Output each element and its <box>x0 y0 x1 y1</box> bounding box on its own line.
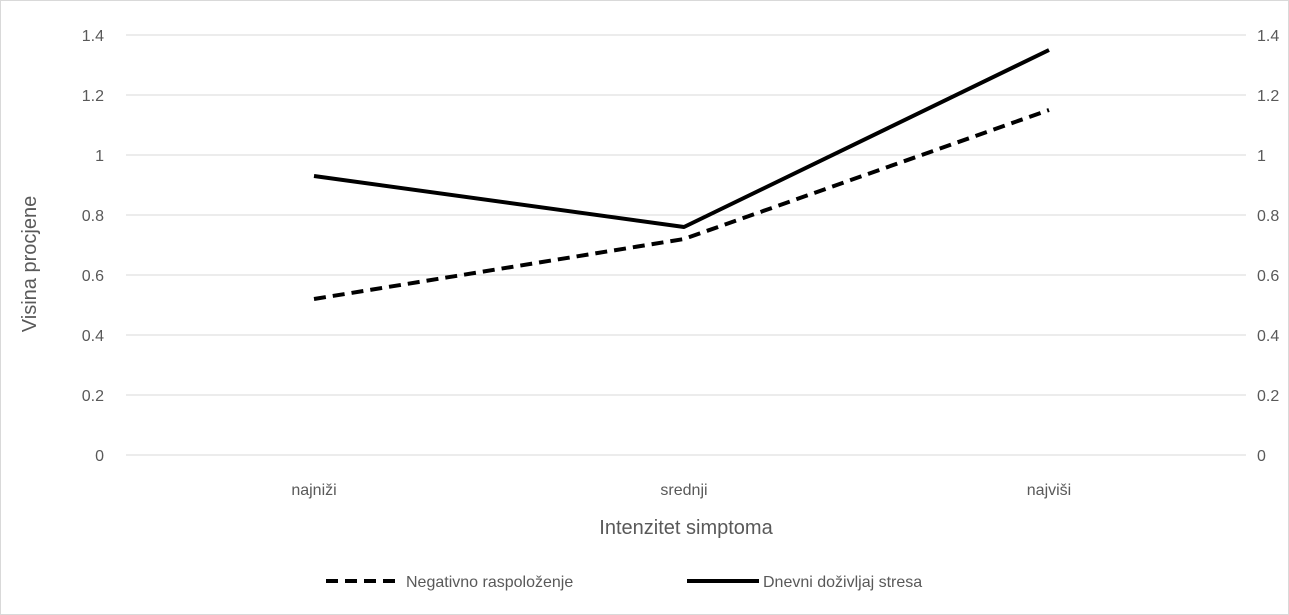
series-lines <box>313 48 1050 301</box>
legend-label-2: Dnevni doživljaj stresa <box>763 574 922 591</box>
x-tick-label: najniži <box>291 482 336 499</box>
y2-tick-label: 0.4 <box>1257 328 1279 345</box>
y-tick-label: 0.6 <box>82 268 104 285</box>
gridlines <box>126 34 1246 456</box>
legend: Negativno raspoloženje Dnevni doživljaj s… <box>326 574 922 591</box>
y-tick-label: 0.4 <box>82 328 104 345</box>
series-line-1 <box>313 108 1050 301</box>
y2-tick-label: 1.2 <box>1257 88 1279 105</box>
y-tick-label: 1 <box>95 148 104 165</box>
y2-tick-label: 1 <box>1257 148 1266 165</box>
y-tick-label: 1.2 <box>82 88 104 105</box>
series-line-2 <box>313 48 1050 229</box>
y-tick-label: 1.4 <box>82 28 104 45</box>
y-axis-left: 0 0.2 0.4 0.6 0.8 1 1.2 1.4 <box>82 28 104 465</box>
y-tick-label: 0.8 <box>82 208 104 225</box>
legend-label-1: Negativno raspoloženje <box>406 574 573 591</box>
x-axis: najniži srednji najviši <box>291 482 1071 499</box>
y2-tick-label: 0.2 <box>1257 388 1279 405</box>
y-tick-label: 0.2 <box>82 388 104 405</box>
y-axis-title: Visina procjene <box>19 196 41 332</box>
x-tick-label: najviši <box>1027 482 1071 499</box>
y2-tick-label: 0.6 <box>1257 268 1279 285</box>
y2-tick-label: 0.8 <box>1257 208 1279 225</box>
x-axis-title: Intenzitet simptoma <box>599 517 773 539</box>
y2-tick-label: 1.4 <box>1257 28 1279 45</box>
y2-tick-label: 0 <box>1257 448 1266 465</box>
y-tick-label: 0 <box>95 448 104 465</box>
x-tick-label: srednji <box>660 482 707 499</box>
y-axis-right: 0 0.2 0.4 0.6 0.8 1 1.2 1.4 <box>1257 28 1279 465</box>
